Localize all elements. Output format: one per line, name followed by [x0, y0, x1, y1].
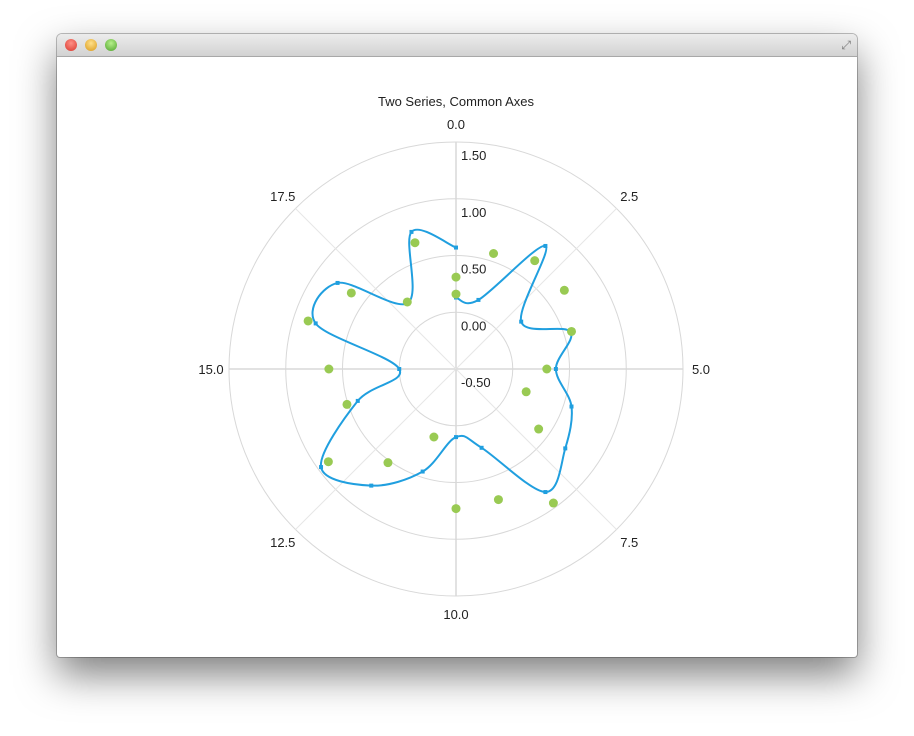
spline-point	[519, 319, 524, 324]
scatter-point	[451, 504, 461, 514]
spline-point	[355, 398, 360, 403]
radial-tick-label: 0.00	[461, 318, 486, 333]
angular-tick-label: 15.0	[198, 362, 223, 377]
scatter-point	[402, 297, 412, 307]
scatter-point	[530, 256, 540, 266]
radial-tick-label: 1.00	[461, 205, 486, 220]
scatter-point	[493, 495, 503, 505]
spline-point	[313, 321, 318, 326]
angular-tick-label: 0.0	[447, 117, 465, 132]
angular-tick-label: 5.0	[692, 362, 710, 377]
spline-point	[543, 243, 548, 248]
spline-point	[479, 445, 484, 450]
radial-tick-label: -0.50	[461, 375, 491, 390]
scatter-point	[346, 288, 356, 298]
chart-title: Two Series, Common Axes	[378, 94, 535, 109]
angular-tick-label: 12.5	[270, 535, 295, 550]
angular-gridline	[295, 368, 457, 530]
angular-gridline	[455, 208, 617, 370]
scatter-point	[567, 326, 577, 336]
scatter-point	[542, 364, 552, 374]
angular-tick-label: 2.5	[620, 189, 638, 204]
minimize-button[interactable]	[85, 39, 97, 51]
fullscreen-arrows-icon[interactable]: ⤢	[841, 38, 851, 52]
scatter-point	[521, 387, 531, 397]
scatter-point	[548, 498, 558, 508]
scatter-point	[559, 285, 569, 295]
scatter-point	[489, 248, 499, 258]
scatter-point	[383, 458, 393, 468]
spline-point	[569, 404, 574, 409]
title-bar: ⤢	[57, 34, 857, 57]
scatter-point	[342, 399, 352, 409]
spline-point	[553, 367, 558, 371]
scatter-point	[323, 457, 333, 467]
close-button[interactable]	[65, 39, 77, 51]
scatter-point	[303, 316, 313, 326]
app-window: ⤢	[57, 34, 857, 657]
spline-point	[335, 280, 340, 285]
spline-point	[563, 446, 568, 451]
angular-tick-label: 17.5	[270, 189, 295, 204]
radial-tick-label: 0.50	[461, 262, 486, 277]
angular-gridline	[295, 208, 457, 370]
spline-point	[420, 469, 425, 474]
angular-gridline	[455, 368, 617, 530]
spline-point	[397, 367, 402, 371]
scatter-point	[324, 364, 334, 374]
spline-point	[369, 483, 374, 488]
radial-tick-label: 1.50	[461, 148, 486, 163]
scatter-point	[451, 272, 461, 282]
scatter-point	[410, 238, 420, 248]
spline-point	[319, 465, 324, 470]
maximize-button[interactable]	[105, 39, 117, 51]
angular-tick-label: 7.5	[620, 535, 638, 550]
spline-point	[543, 490, 548, 495]
spline-point	[409, 229, 414, 234]
scatter-point	[451, 289, 461, 299]
scatter-point	[429, 432, 439, 442]
scatter-point	[534, 424, 544, 434]
angular-tick-label: 10.0	[443, 607, 468, 622]
spline-point	[454, 245, 458, 250]
spline-point	[454, 435, 458, 440]
spline-point	[476, 297, 481, 302]
